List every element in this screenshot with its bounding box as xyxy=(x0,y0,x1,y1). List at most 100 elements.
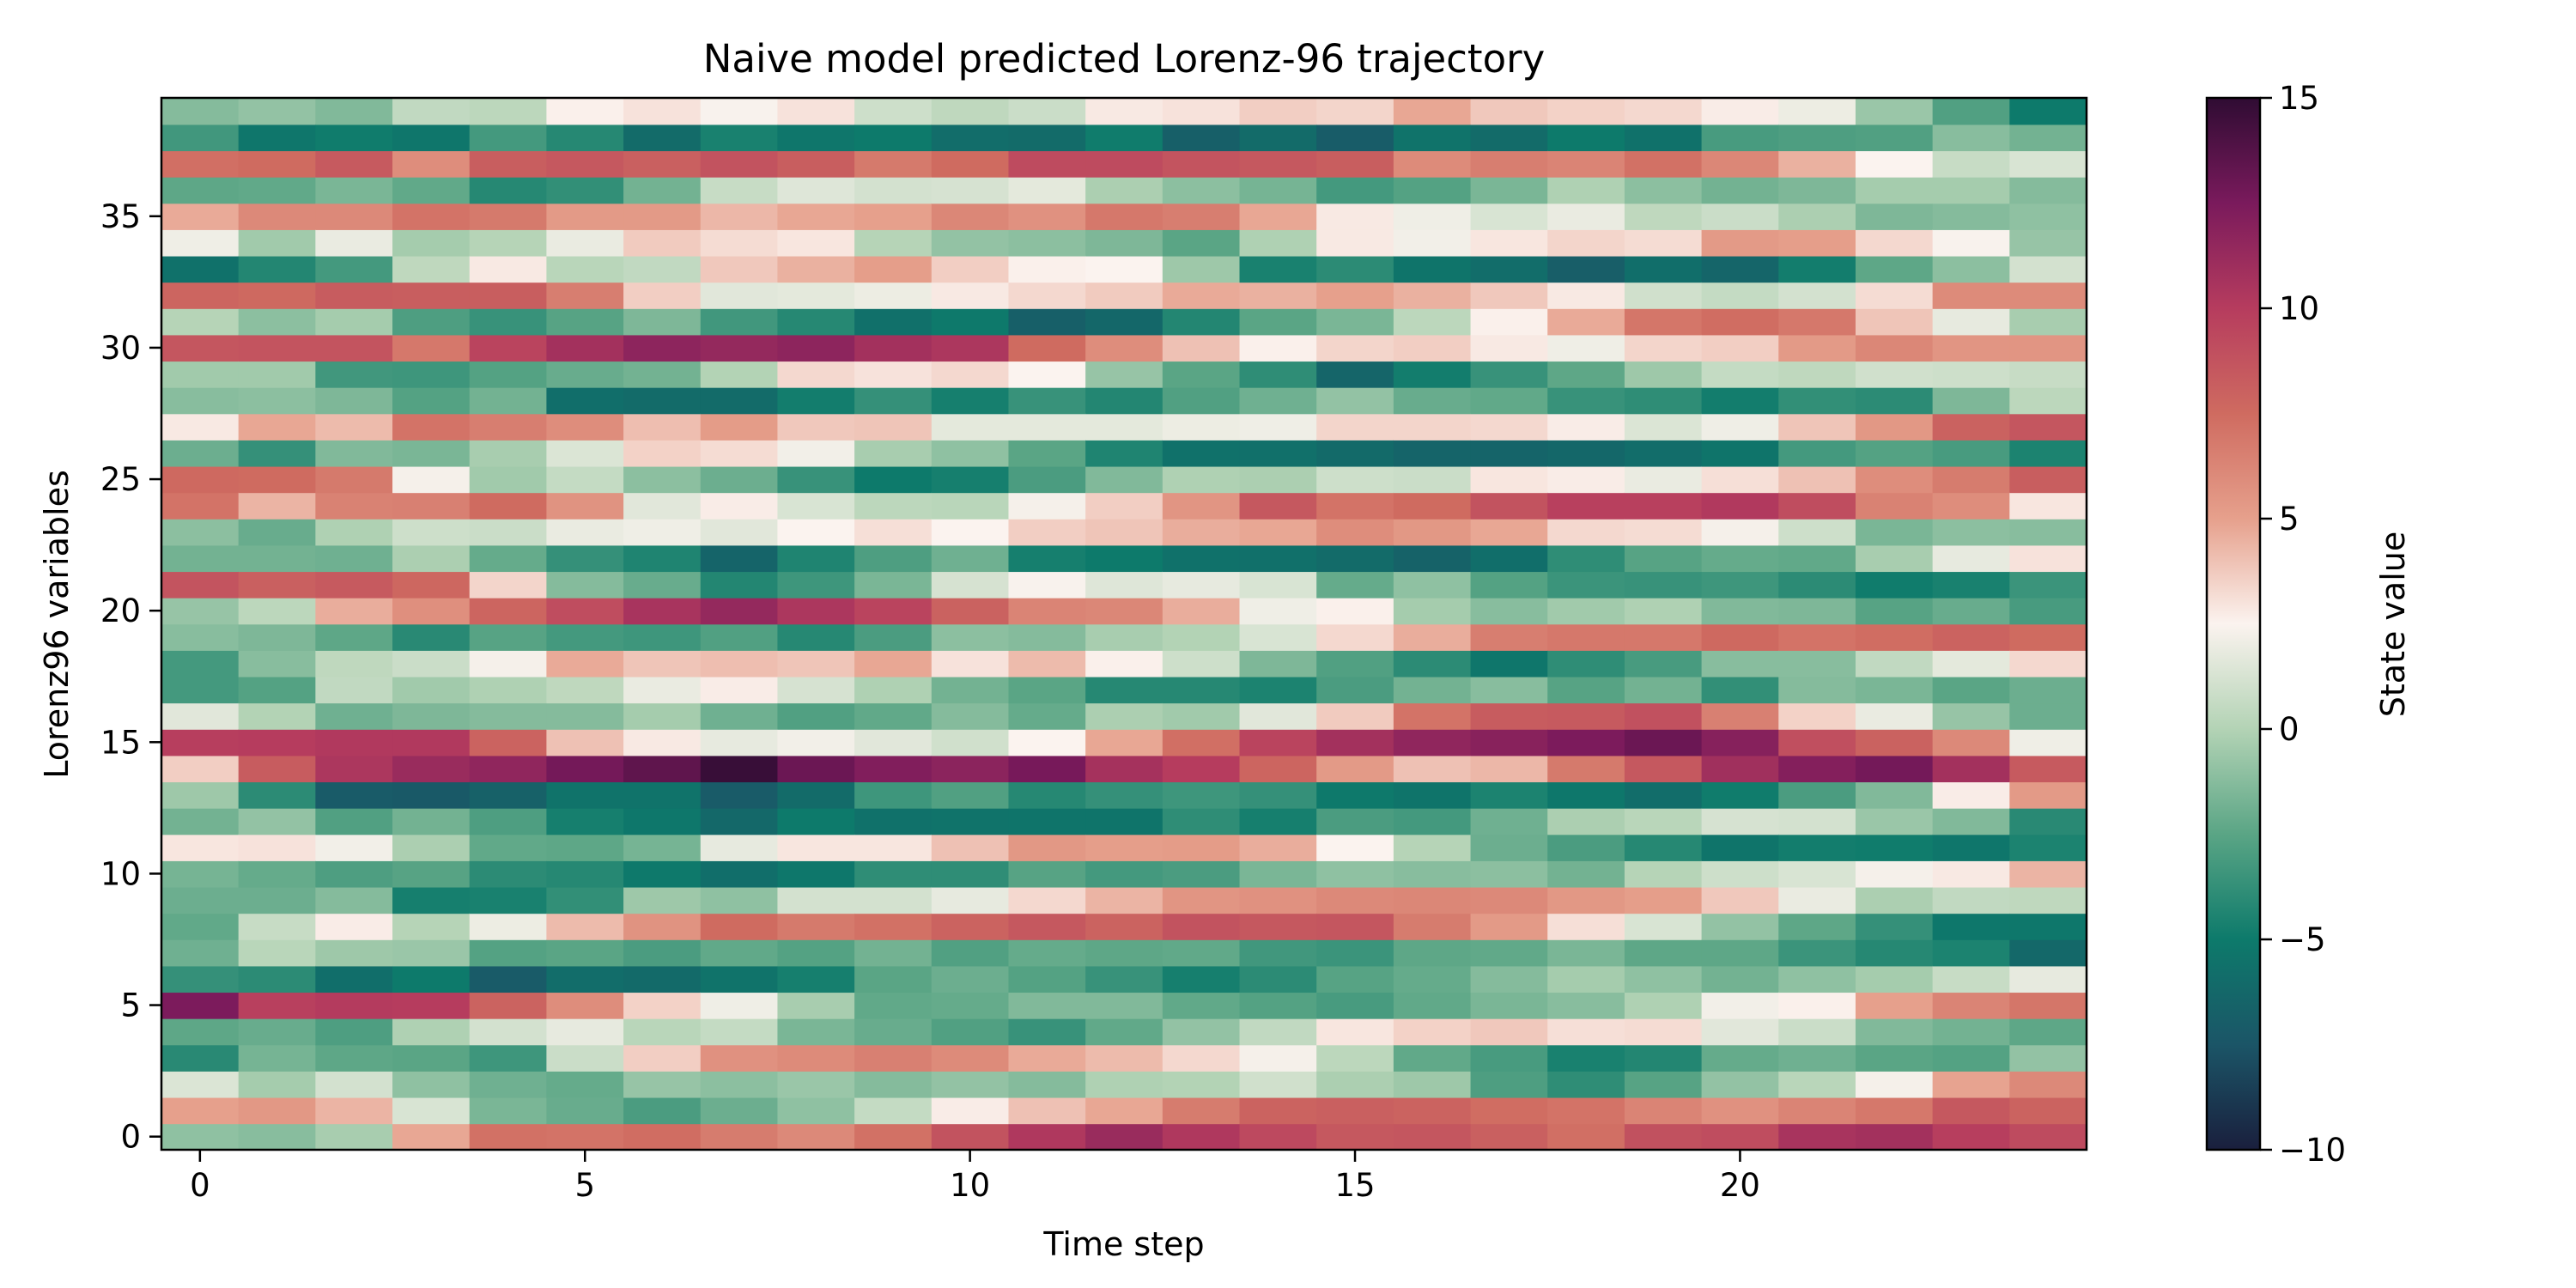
heatmap-cell xyxy=(1470,255,1549,283)
heatmap-cell xyxy=(1162,413,1241,440)
heatmap-cell xyxy=(777,361,855,388)
heatmap-cell xyxy=(392,860,471,888)
heatmap-cell xyxy=(777,465,855,494)
heatmap-cell xyxy=(1470,465,1549,494)
heatmap-cell xyxy=(931,939,1010,967)
heatmap-cell xyxy=(1701,571,1780,598)
heatmap-cell xyxy=(1547,650,1625,677)
heatmap-cell xyxy=(2009,229,2087,257)
heatmap-cell xyxy=(931,176,1010,204)
heatmap-cell xyxy=(1239,1044,1317,1072)
heatmap-cell xyxy=(1316,203,1394,230)
heatmap-cell xyxy=(315,150,393,178)
heatmap-cell xyxy=(238,729,317,756)
heatmap-cell xyxy=(1778,544,1856,573)
heatmap-cell xyxy=(623,465,702,494)
heatmap-cell xyxy=(1316,623,1394,651)
heatmap-cell xyxy=(1085,913,1163,940)
heatmap-cell xyxy=(1085,755,1163,783)
heatmap-cell xyxy=(161,1097,240,1125)
heatmap-cell xyxy=(1085,229,1163,257)
heatmap-cell xyxy=(392,834,471,861)
heatmap-cell xyxy=(315,965,393,993)
heatmap-cell xyxy=(623,886,702,914)
heatmap-cell xyxy=(777,282,855,309)
heatmap-cell xyxy=(1701,834,1780,861)
heatmap-cell xyxy=(854,1123,933,1150)
heatmap-cell xyxy=(1393,1071,1472,1098)
heatmap-cell xyxy=(1316,702,1394,730)
heatmap-cell xyxy=(1855,1123,1934,1150)
heatmap-cell xyxy=(700,1123,779,1150)
heatmap-cell xyxy=(854,992,933,1019)
heatmap-cell xyxy=(161,492,240,519)
heatmap-cell xyxy=(623,781,702,809)
heatmap-cell xyxy=(623,544,702,573)
heatmap-cell xyxy=(2009,755,2087,783)
heatmap-cell xyxy=(1470,676,1549,704)
heatmap-cell xyxy=(2009,124,2087,152)
heatmap-cell xyxy=(238,308,317,336)
heatmap-cell xyxy=(854,939,933,967)
heatmap-cell xyxy=(777,729,855,756)
heatmap-cell xyxy=(1547,334,1625,362)
heatmap-cell xyxy=(2009,334,2087,362)
heatmap-cell xyxy=(1316,492,1394,519)
heatmap-cell xyxy=(777,440,855,467)
heatmap-cell xyxy=(238,1123,317,1150)
heatmap-cell xyxy=(1547,886,1625,914)
heatmap-cell xyxy=(1085,150,1163,178)
heatmap-cell xyxy=(1239,413,1317,440)
heatmap-cell xyxy=(161,334,240,362)
heatmap-cell xyxy=(1162,834,1241,861)
heatmap-cell xyxy=(238,413,317,440)
heatmap-cell xyxy=(1008,282,1086,309)
heatmap-cell xyxy=(392,98,471,125)
heatmap-cell xyxy=(1624,203,1703,230)
heatmap-cell xyxy=(1239,623,1317,651)
heatmap-cell xyxy=(1470,1123,1549,1150)
heatmap-cell xyxy=(392,755,471,783)
heatmap-cell xyxy=(2009,886,2087,914)
heatmap-cell xyxy=(1316,965,1394,993)
heatmap-cell xyxy=(931,781,1010,809)
heatmap-cell xyxy=(1008,465,1086,494)
colorbar-tick-label: 0 xyxy=(2279,711,2300,748)
heatmap-cell xyxy=(392,544,471,573)
heatmap-cell xyxy=(1239,886,1317,914)
heatmap-cell xyxy=(1393,860,1472,888)
heatmap-cell xyxy=(1932,860,2011,888)
heatmap-cell xyxy=(1008,413,1086,440)
heatmap-cell xyxy=(238,334,317,362)
heatmap-cell xyxy=(546,939,624,967)
heatmap-cell xyxy=(469,124,548,152)
heatmap-cell xyxy=(315,176,393,204)
heatmap-cell xyxy=(315,939,393,967)
heatmap-cell xyxy=(1855,361,1934,388)
heatmap-cell xyxy=(1701,203,1780,230)
heatmap-cell xyxy=(1393,465,1472,494)
heatmap-cell xyxy=(1547,597,1625,625)
heatmap-cell xyxy=(315,729,393,756)
heatmap-cell xyxy=(1855,492,1934,519)
heatmap-cell xyxy=(1932,229,2011,257)
heatmap-cell xyxy=(700,834,779,861)
heatmap-cell xyxy=(1701,1018,1780,1046)
heatmap-cell xyxy=(1239,965,1317,993)
heatmap-cell xyxy=(469,965,548,993)
heatmap-cell xyxy=(546,623,624,651)
heatmap-cell xyxy=(777,965,855,993)
heatmap-cell xyxy=(315,702,393,730)
heatmap-cell xyxy=(777,650,855,677)
heatmap-cell xyxy=(1393,886,1472,914)
heatmap-cell xyxy=(315,440,393,467)
heatmap-cell xyxy=(700,729,779,756)
heatmap-cell xyxy=(931,886,1010,914)
heatmap-cell xyxy=(1239,308,1317,336)
heatmap-cell xyxy=(1701,886,1780,914)
heatmap-cell xyxy=(700,702,779,730)
heatmap-cell xyxy=(931,334,1010,362)
heatmap-cell xyxy=(1932,913,2011,940)
heatmap-cell xyxy=(1547,702,1625,730)
